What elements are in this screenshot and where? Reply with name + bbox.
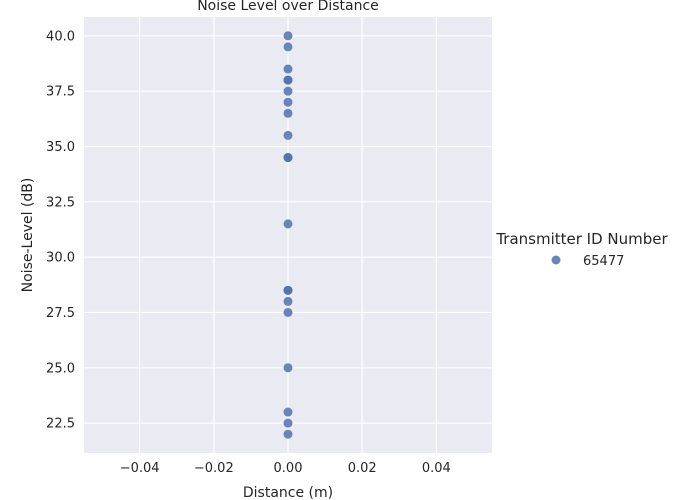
- data-points: [283, 31, 293, 439]
- y-tick-labels: 22.5 25.0 27.5 30.0 32.5 35.0 37.5 40.0: [46, 29, 75, 431]
- x-tick-label: 0.00: [274, 461, 303, 476]
- data-point: [283, 153, 293, 163]
- data-point: [283, 429, 293, 439]
- data-point: [283, 97, 293, 107]
- data-point: [283, 363, 293, 373]
- data-point: [283, 219, 293, 229]
- y-tick-label: 30.0: [46, 251, 75, 266]
- data-point: [283, 285, 293, 295]
- x-axis-title: Distance (m): [243, 485, 333, 500]
- x-tick-label: 0.02: [348, 461, 377, 476]
- data-point: [283, 31, 293, 41]
- chart-title: Noise Level over Distance: [197, 0, 379, 14]
- data-point: [283, 418, 293, 428]
- data-point: [283, 64, 293, 74]
- data-point: [283, 86, 293, 96]
- y-tick-label: 32.5: [46, 195, 75, 210]
- y-tick-label: 35.0: [46, 140, 75, 155]
- data-point: [283, 130, 293, 140]
- y-tick-label: 40.0: [46, 29, 75, 44]
- y-tick-label: 37.5: [46, 85, 75, 100]
- data-point: [283, 296, 293, 306]
- data-point: [283, 407, 293, 417]
- legend-marker: [551, 255, 561, 265]
- data-point: [283, 75, 293, 85]
- x-tick-label: −0.04: [120, 461, 160, 476]
- x-tick-label: 0.04: [422, 461, 451, 476]
- y-tick-label: 27.5: [46, 306, 75, 321]
- y-tick-label: 25.0: [46, 361, 75, 376]
- legend: Transmitter ID Number 65477: [495, 230, 668, 269]
- x-tick-labels: −0.04 −0.02 0.00 0.02 0.04: [120, 461, 451, 476]
- x-tick-label: −0.02: [194, 461, 234, 476]
- y-axis-title: Noise-Level (dB): [20, 178, 36, 293]
- data-point: [283, 307, 293, 317]
- data-point: [283, 108, 293, 118]
- legend-entry-label: 65477: [583, 254, 624, 269]
- data-point: [283, 42, 293, 52]
- y-tick-label: 22.5: [46, 417, 75, 432]
- legend-title: Transmitter ID Number: [495, 230, 668, 248]
